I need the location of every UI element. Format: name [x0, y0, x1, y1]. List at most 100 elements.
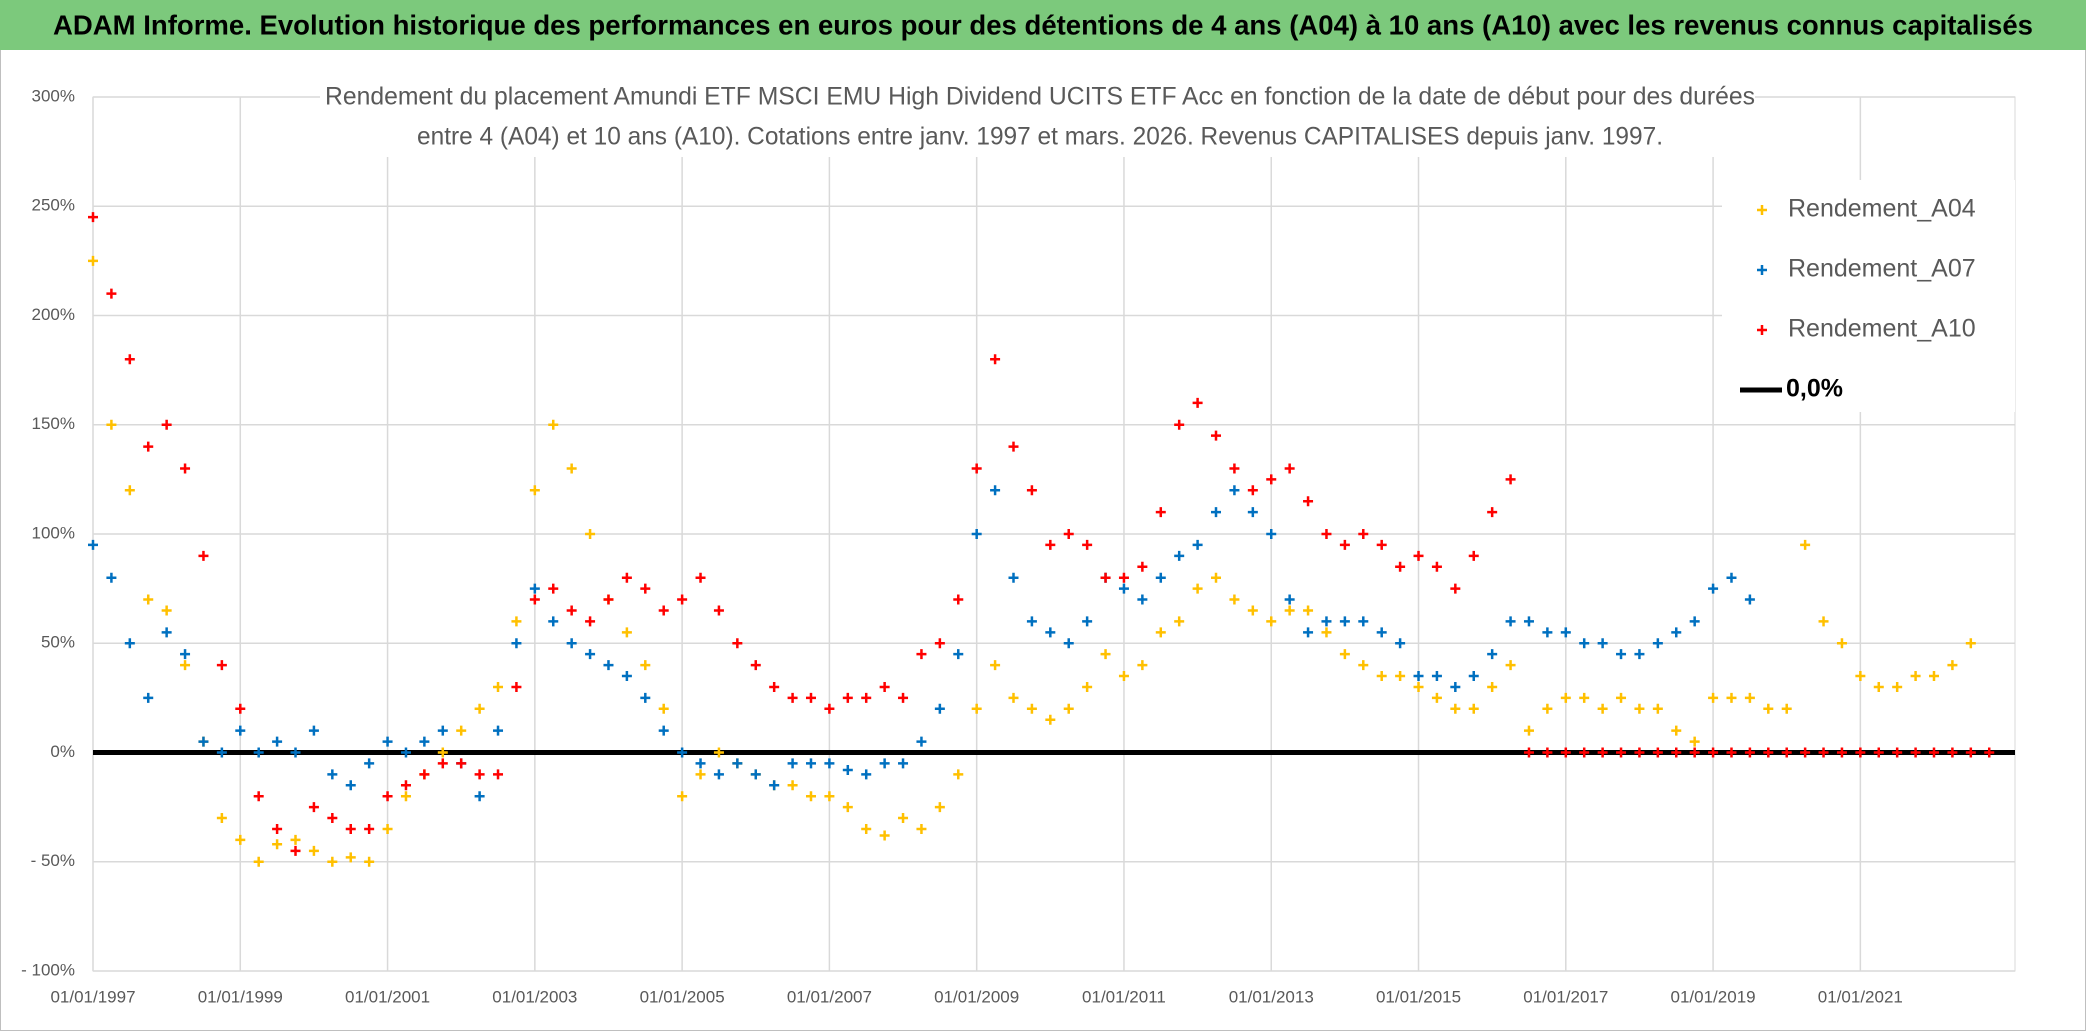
data-point [861, 692, 872, 703]
data-point [529, 594, 540, 605]
y-tick-label: 0% [50, 742, 75, 761]
data-point [272, 823, 283, 834]
data-point [934, 802, 945, 813]
data-point [1965, 747, 1976, 758]
data-point [1229, 594, 1240, 605]
data-point [1284, 594, 1295, 605]
x-tick-label: 01/01/1997 [50, 987, 135, 1006]
data-point [953, 649, 964, 660]
data-point [493, 681, 504, 692]
data-point [658, 703, 669, 714]
data-point [658, 725, 669, 736]
data-point [1431, 692, 1442, 703]
legend-marker [1757, 265, 1767, 275]
data-point [640, 660, 651, 671]
data-point [1266, 616, 1277, 627]
data-point [1579, 638, 1590, 649]
chart-title: entre 4 (A04) et 10 ans (A10). Cotations… [417, 123, 1663, 151]
data-point [1671, 725, 1682, 736]
y-tick-label: 250% [32, 196, 75, 215]
legend-marker [1757, 205, 1767, 215]
data-point [1026, 485, 1037, 496]
data-point [1008, 572, 1019, 583]
data-point [400, 780, 411, 791]
data-point [1616, 649, 1627, 660]
data-point [216, 813, 227, 824]
data-point [1708, 747, 1719, 758]
y-tick-label: 300% [32, 86, 75, 105]
data-point [180, 660, 191, 671]
data-point [1008, 441, 1019, 452]
data-point [898, 692, 909, 703]
data-point [1634, 747, 1645, 758]
x-tick-label: 01/01/2003 [492, 987, 577, 1006]
x-tick-label: 01/01/1999 [198, 987, 283, 1006]
data-point [198, 550, 209, 561]
data-point [1634, 649, 1645, 660]
data-point [1431, 561, 1442, 572]
data-point [235, 703, 246, 714]
data-point [382, 736, 393, 747]
data-point [1100, 649, 1111, 660]
data-point [1616, 747, 1627, 758]
data-point [290, 747, 301, 758]
data-point [1450, 703, 1461, 714]
data-point [879, 758, 890, 769]
data-point [1560, 692, 1571, 703]
data-point [1284, 605, 1295, 616]
x-tick-label: 01/01/2021 [1818, 987, 1903, 1006]
data-point [1155, 572, 1166, 583]
data-point [1947, 660, 1958, 671]
data-point [990, 660, 1001, 671]
data-point [1266, 474, 1277, 485]
data-point [548, 616, 559, 627]
data-point [1358, 660, 1369, 671]
data-point [585, 649, 596, 660]
data-point [437, 747, 448, 758]
data-point [161, 605, 172, 616]
data-point [603, 660, 614, 671]
data-point [1726, 692, 1737, 703]
data-point [805, 791, 816, 802]
legend-box [1722, 180, 2015, 412]
y-tick-label: - 100% [21, 960, 75, 979]
data-point [456, 725, 467, 736]
data-point [1708, 583, 1719, 594]
data-point [1947, 747, 1958, 758]
data-point [1984, 747, 1995, 758]
data-point [732, 638, 743, 649]
data-point [713, 747, 724, 758]
data-point [290, 834, 301, 845]
data-point [566, 605, 577, 616]
data-point [1118, 583, 1129, 594]
data-point [879, 830, 890, 841]
data-point [272, 736, 283, 747]
data-point [1045, 627, 1056, 638]
data-point [1247, 507, 1258, 518]
data-point [603, 594, 614, 605]
data-point [1155, 507, 1166, 518]
data-point [1450, 681, 1461, 692]
data-point [106, 419, 117, 430]
data-point [1542, 627, 1553, 638]
data-point [1100, 572, 1111, 583]
data-point [1376, 539, 1387, 550]
data-point [934, 638, 945, 649]
data-point [621, 671, 632, 682]
data-point [548, 583, 559, 594]
data-point [529, 485, 540, 496]
data-point [180, 463, 191, 474]
data-point [1026, 616, 1037, 627]
data-point [1892, 681, 1903, 692]
data-point [769, 681, 780, 692]
data-point [824, 791, 835, 802]
data-point [1229, 485, 1240, 496]
data-point [1413, 681, 1424, 692]
data-point [143, 692, 154, 703]
data-point [1910, 671, 1921, 682]
data-point [1431, 671, 1442, 682]
x-tick-label: 01/01/2009 [934, 987, 1019, 1006]
data-point [566, 463, 577, 474]
data-point [787, 780, 798, 791]
